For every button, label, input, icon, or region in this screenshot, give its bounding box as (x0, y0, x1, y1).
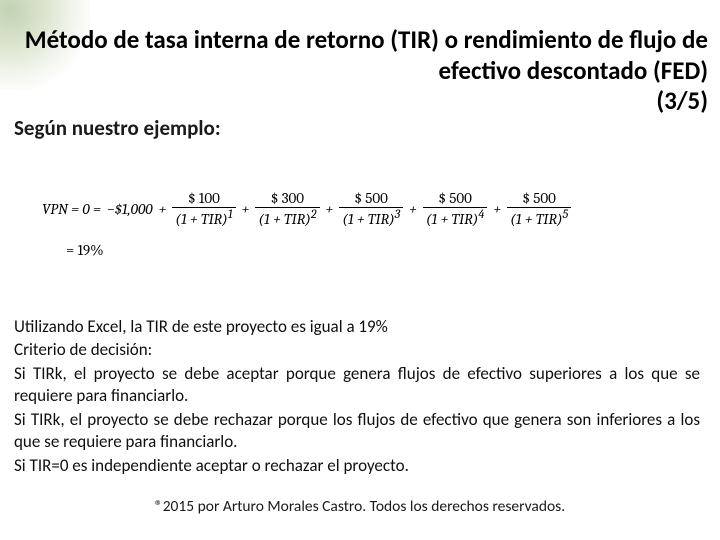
term-num: $ 500 (519, 190, 559, 207)
body-p3: Si TIRk, el proyecto se debe aceptar por… (14, 363, 700, 408)
term-den: (1 + TIR)5 (507, 208, 571, 228)
plus-sign: + (493, 202, 501, 217)
formula-term-5: $ 500 (1 + TIR)5 (507, 190, 571, 229)
plus-sign: + (159, 202, 167, 217)
copyright-footer: ®2015 por Arturo Morales Castro. Todos l… (0, 497, 720, 516)
body-p1: Utilizando Excel, la TIR de este proyect… (14, 316, 700, 338)
plus-sign: + (242, 202, 250, 217)
formula-term-1: $ 100 (1 + TIR)1 (172, 190, 235, 229)
body-p2: Criterio de decisión: (14, 339, 700, 361)
plus-sign: + (326, 202, 334, 217)
formula-initial: −$1,000 (107, 202, 153, 217)
term-den: (1 + TIR)4 (423, 208, 488, 228)
formula-term-2: $ 300 (1 + TIR)2 (255, 190, 319, 229)
term-num: $ 500 (351, 190, 391, 207)
term-den: (1 + TIR)3 (339, 208, 403, 228)
formula-term-4: $ 500 (1 + TIR)4 (423, 190, 488, 229)
term-num: $ 300 (268, 190, 307, 207)
formula-block: VPN = 0 = −$1,000 + $ 100 (1 + TIR)1 + $… (42, 190, 571, 258)
formula-equation: VPN = 0 = −$1,000 + $ 100 (1 + TIR)1 + $… (42, 190, 571, 229)
body-p4: Si TIRk, el proyecto se debe rechazar po… (14, 409, 700, 454)
term-num: $ 100 (185, 190, 223, 207)
term-den: (1 + TIR)2 (255, 208, 319, 228)
page-indicator: (3/5) (656, 85, 708, 116)
body-text: Utilizando Excel, la TIR de este proyect… (14, 316, 700, 478)
formula-result: = 19% (66, 243, 571, 258)
slide-title: Método de tasa interna de retorno (TIR) … (10, 24, 708, 87)
formula-lhs: VPN = 0 = (42, 202, 101, 217)
formula-term-3: $ 500 (1 + TIR)3 (339, 190, 403, 229)
term-num: $ 500 (435, 190, 475, 207)
term-den: (1 + TIR)1 (172, 208, 235, 228)
plus-sign: + (409, 202, 417, 217)
body-p5: Si TIR=0 es independiente aceptar o rech… (14, 455, 700, 477)
subtitle: Según nuestro ejemplo: (14, 115, 221, 141)
